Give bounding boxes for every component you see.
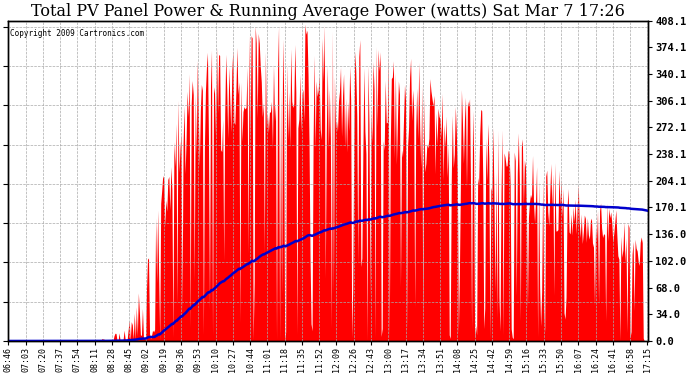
Title: Total PV Panel Power & Running Average Power (watts) Sat Mar 7 17:26: Total PV Panel Power & Running Average P… (32, 3, 625, 21)
Text: Copyright 2009 Cartronics.com: Copyright 2009 Cartronics.com (10, 28, 144, 38)
